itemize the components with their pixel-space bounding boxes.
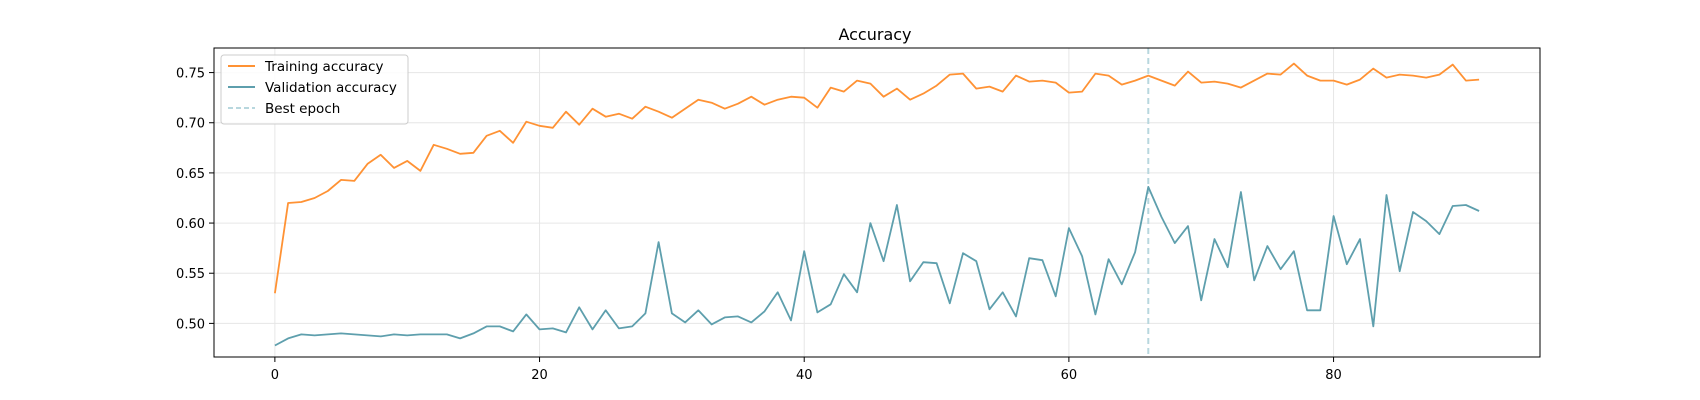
y-tick-label: 0.50: [176, 317, 205, 332]
y-tick-label: 0.65: [176, 167, 205, 182]
legend-box: [220, 54, 409, 125]
y-tick-label: 0.75: [176, 67, 205, 82]
training-accuracy-line: [274, 62, 1480, 294]
grid-lines: [214, 48, 1540, 357]
legend-label: Validation accuracy: [265, 80, 397, 96]
x-tick-label: 80: [1325, 368, 1342, 383]
y-tick-label: 0.60: [176, 217, 205, 232]
y-tick-label: 0.55: [176, 267, 205, 282]
chart-title: Accuracy: [838, 25, 911, 44]
x-tick-label: 40: [796, 368, 813, 383]
x-tick-label: 0: [271, 368, 279, 383]
x-axis: 0 20 40 60 80: [271, 357, 1342, 383]
legend-label: Best epoch: [265, 101, 340, 117]
series-group: [274, 62, 1480, 347]
x-tick-label: 20: [531, 368, 548, 383]
y-tick-label: 0.70: [176, 117, 205, 132]
plot-frame: [213, 47, 1541, 358]
y-axis: 0.50 0.55 0.60 0.65 0.70 0.75: [176, 67, 214, 332]
legend: Training accuracy Validation accuracy Best…: [220, 54, 409, 125]
legend-label: Training accuracy: [264, 59, 383, 75]
x-tick-label: 60: [1061, 368, 1078, 383]
validation-accuracy-line: [274, 185, 1480, 347]
